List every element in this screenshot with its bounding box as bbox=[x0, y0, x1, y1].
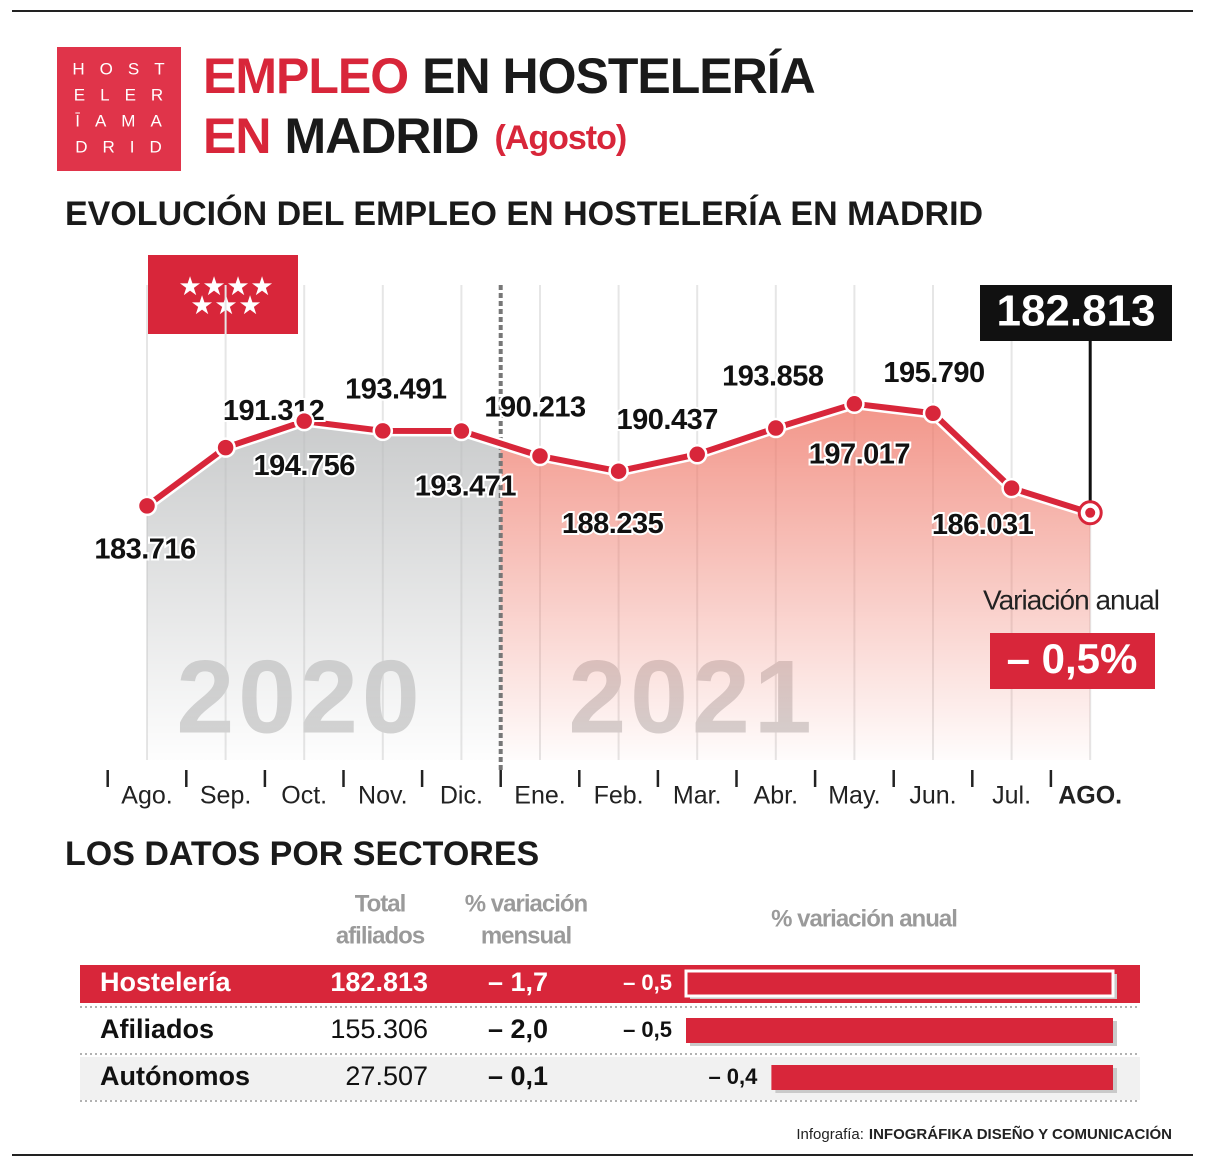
value-label: – 0,5 bbox=[623, 1017, 672, 1042]
value-label: – 0,4 bbox=[708, 1064, 758, 1089]
value-label: – 0,5 bbox=[623, 970, 672, 995]
title-part: MADRID bbox=[284, 108, 478, 164]
point bbox=[765, 417, 787, 439]
row-label: Autónomos bbox=[100, 1061, 250, 1091]
svg-text:★: ★ bbox=[178, 271, 201, 301]
callout-box bbox=[980, 285, 1172, 341]
value-label: 183.716 bbox=[94, 534, 196, 566]
main-title: EN MADRID (Agosto) bbox=[203, 108, 626, 164]
value-label: 197.017 bbox=[809, 438, 910, 470]
x-tick-label: AGO. bbox=[1058, 782, 1122, 810]
x-tick-label: Ene. bbox=[514, 782, 565, 810]
cell: 155.306 bbox=[330, 1014, 428, 1044]
svg-text:★: ★ bbox=[202, 271, 225, 301]
svg-text:★: ★ bbox=[190, 290, 213, 320]
bar bbox=[771, 1065, 1113, 1090]
credit-label: Infografía: bbox=[796, 1126, 864, 1143]
cell: – 0,1 bbox=[488, 1061, 548, 1091]
x-tick-label: May. bbox=[828, 782, 880, 810]
value-label: 190.437 bbox=[617, 404, 718, 436]
credit-name: INFOGRÁFIKA DISEÑO Y COMUNICACIÓN bbox=[869, 1125, 1172, 1143]
x-tick-label: Jul. bbox=[992, 782, 1031, 810]
column-header: mensual bbox=[481, 922, 571, 949]
x-tick-label: Mar. bbox=[673, 782, 722, 810]
annotation-label: Variación anual bbox=[983, 584, 1159, 615]
point bbox=[608, 460, 629, 482]
row-label: Hostelería bbox=[100, 967, 232, 997]
area bbox=[147, 403, 1091, 760]
callout-value: 182.813 bbox=[996, 287, 1155, 336]
madrid-flag: ★ ★ ★ ★ ★ ★ ★ bbox=[148, 255, 298, 334]
logo-text: ELER bbox=[74, 85, 178, 104]
cell: – 1,7 bbox=[488, 967, 548, 997]
point bbox=[215, 437, 236, 458]
value-label: 194.756 bbox=[254, 450, 356, 482]
point bbox=[293, 410, 315, 432]
cell: 27.507 bbox=[345, 1061, 428, 1091]
x-tick-label: Jun. bbox=[909, 782, 956, 810]
x-tick-label: Ago. bbox=[121, 782, 172, 810]
title-part: (Agosto) bbox=[494, 119, 626, 157]
section-title: LOS DATOS POR SECTORES bbox=[65, 835, 539, 873]
value-label: 193.471 bbox=[415, 471, 517, 503]
value-label: 186.031 bbox=[932, 509, 1034, 541]
point bbox=[529, 445, 551, 467]
section-title: EVOLUCIÓN DEL EMPLEO EN HOSTELERÍA EN MA… bbox=[65, 195, 983, 233]
row-label: Afiliados bbox=[100, 1014, 214, 1044]
column-header: % variación bbox=[465, 890, 588, 917]
point bbox=[922, 402, 944, 424]
main-title: EMPLEO EN HOSTELERÍA bbox=[203, 48, 815, 104]
point-core bbox=[1085, 507, 1096, 518]
value-label: 195.790 bbox=[883, 357, 984, 389]
x-tick-label: Dic. bbox=[440, 782, 483, 810]
point bbox=[451, 420, 472, 442]
point bbox=[1001, 477, 1022, 499]
value-label: 193.491 bbox=[345, 374, 447, 406]
point bbox=[136, 495, 158, 517]
point bbox=[686, 444, 708, 465]
value-label: 190.213 bbox=[484, 392, 586, 424]
point bbox=[844, 393, 865, 415]
svg-text:★: ★ bbox=[250, 271, 273, 301]
x-tick-label: Oct. bbox=[281, 782, 327, 810]
column-header: afiliados bbox=[336, 922, 425, 949]
annotation-box bbox=[990, 633, 1155, 689]
x-tick-label: Sep. bbox=[200, 782, 251, 810]
value-label: 188.235 bbox=[562, 508, 664, 540]
column-header: Total bbox=[355, 890, 406, 917]
x-tick-label: Abr. bbox=[754, 782, 798, 810]
svg-text:★: ★ bbox=[226, 271, 249, 301]
logo-box bbox=[57, 47, 181, 171]
bar bbox=[684, 969, 1115, 998]
logo-text: ĪAMA bbox=[75, 111, 177, 130]
point bbox=[372, 420, 394, 442]
cell: 182.813 bbox=[330, 967, 428, 997]
value-label: 193.858 bbox=[722, 361, 824, 393]
column-header: % variación anual bbox=[771, 905, 957, 932]
annotation-value: – 0,5% bbox=[1007, 635, 1138, 682]
x-tick-label: Feb. bbox=[594, 782, 644, 810]
title-part: EMPLEO bbox=[203, 48, 408, 104]
bar bbox=[686, 1018, 1113, 1043]
x-tick-label: Nov. bbox=[358, 782, 408, 810]
cell: – 2,0 bbox=[488, 1014, 548, 1044]
svg-text:★: ★ bbox=[238, 290, 261, 320]
logo-text: HOST bbox=[72, 59, 179, 78]
logo-text: DRID bbox=[75, 137, 177, 156]
title-part: EN HOSTELERÍA bbox=[422, 48, 815, 104]
title-part: EN bbox=[203, 108, 270, 164]
credit: Infografía: INFOGRÁFIKA DISEÑO Y COMUNICA… bbox=[796, 1125, 1172, 1143]
